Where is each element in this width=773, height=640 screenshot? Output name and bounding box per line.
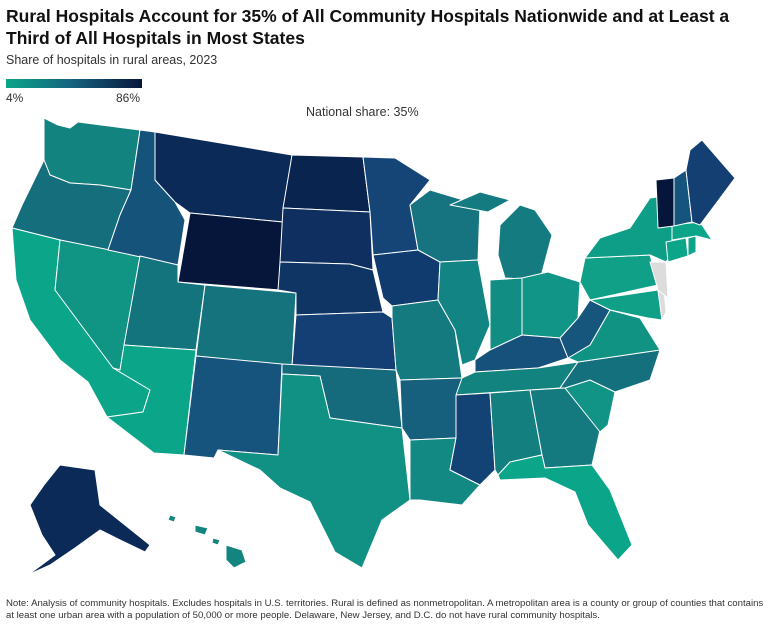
state-TX[interactable] [217,373,411,569]
state-CT[interactable] [665,237,689,263]
national-share-label: National share: 35% [306,105,419,119]
state-IA[interactable] [372,249,441,307]
state-AR[interactable] [399,377,463,441]
state-IL[interactable] [437,259,491,366]
state-NM[interactable] [183,355,283,459]
state-SD[interactable] [279,207,374,271]
state-FL[interactable] [497,454,633,561]
state-VT[interactable] [655,177,675,229]
legend-min-label: 4% [6,91,24,105]
state-WY[interactable] [177,212,284,291]
chart-title: Rural Hospitals Account for 35% of All C… [6,6,730,48]
state-KS[interactable] [291,311,397,371]
us-choropleth-map [11,117,736,576]
state-CO[interactable] [195,284,297,367]
state-MS[interactable] [449,392,496,486]
legend-gradient-bar [6,79,142,88]
state-HI[interactable] [167,514,247,569]
footnote: Note: Analysis of community hospitals. E… [6,598,764,621]
state-AK[interactable] [27,464,151,576]
state-RI[interactable] [687,235,697,257]
state-ME[interactable] [685,139,736,226]
state-MI[interactable] [449,191,553,281]
legend-max-label: 86% [116,91,141,105]
state-NJ[interactable] [649,261,669,299]
state-ND[interactable] [282,154,371,213]
chart-subtitle: Share of hospitals in rural areas, 2023 [6,53,218,67]
state-MD[interactable] [589,289,663,321]
